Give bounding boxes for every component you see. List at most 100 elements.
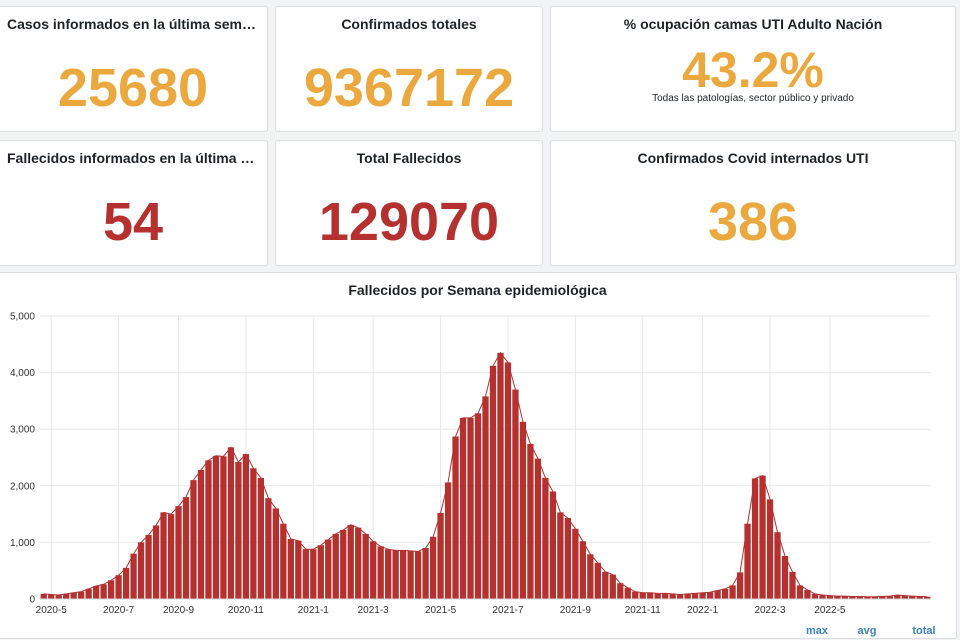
stat-panel-deaths-week: Fallecidos informados en la última se...… — [0, 140, 268, 266]
bar — [227, 447, 235, 599]
bar — [130, 553, 137, 599]
bar — [714, 590, 721, 599]
series-line — [43, 351, 928, 598]
bar — [190, 480, 197, 599]
bar — [534, 458, 542, 599]
legend-link-avg[interactable]: avg — [858, 625, 877, 637]
x-tick-label: 2021-9 — [560, 605, 592, 616]
stat-value: 9367172 — [303, 58, 515, 118]
bar — [377, 546, 384, 599]
bar — [272, 508, 279, 599]
legend-link-max[interactable]: max — [806, 625, 829, 637]
legend-link-total[interactable]: total — [912, 625, 935, 637]
bar — [242, 454, 250, 599]
bar — [557, 512, 564, 599]
bar — [916, 596, 923, 599]
bar — [414, 551, 422, 599]
stat-panel-uti-occupancy: % ocupación camas UTI Adulto Nación 43.2… — [550, 6, 956, 132]
bar — [864, 596, 871, 599]
bar — [489, 365, 497, 599]
bar — [901, 595, 908, 599]
y-tick-label: 3,000 — [10, 425, 35, 436]
panel-title: Confirmados Covid internados UTI — [637, 150, 869, 166]
bar — [519, 421, 527, 599]
bar — [699, 592, 706, 599]
bar — [804, 589, 811, 599]
bar — [587, 554, 594, 599]
bar — [504, 362, 512, 599]
stat-panel-cases-week: Casos informados en la última semana 256… — [0, 6, 268, 132]
bar — [849, 596, 856, 599]
bar — [572, 528, 579, 599]
bar — [250, 468, 257, 599]
bar — [302, 549, 309, 599]
bar — [706, 592, 714, 599]
panel-title: Total Fallecidos — [356, 150, 462, 166]
bar — [137, 542, 145, 599]
bar — [639, 592, 646, 599]
bar — [759, 475, 766, 599]
bar — [871, 596, 878, 599]
panel-title: Confirmados totales — [341, 16, 477, 32]
stat-panel-uti-covid: Confirmados Covid internados UTI 386 — [550, 140, 956, 266]
bar — [122, 567, 130, 599]
bar — [399, 550, 407, 599]
bar — [100, 584, 107, 599]
bar — [265, 498, 272, 599]
y-tick-label: 5,000 — [10, 312, 35, 323]
bar — [909, 596, 916, 599]
bar — [48, 594, 55, 599]
bar — [115, 575, 122, 599]
bar — [796, 585, 804, 599]
x-tick-label: 2021-1 — [298, 605, 330, 616]
chart-panel-deaths-weekly: Fallecidos por Semana epidemiológica 0 1,… — [0, 272, 957, 639]
bar — [721, 588, 729, 599]
bar — [85, 588, 92, 599]
bar — [654, 593, 661, 599]
bar — [287, 539, 294, 599]
bar — [220, 456, 227, 599]
bar — [744, 523, 751, 599]
bar — [632, 591, 639, 599]
bar — [422, 548, 429, 599]
bar — [340, 529, 347, 599]
bar — [549, 491, 557, 599]
bar — [662, 593, 669, 599]
bar — [617, 583, 624, 599]
bar — [429, 536, 437, 599]
bar — [924, 596, 931, 599]
x-tick-label: 2020-11 — [228, 605, 264, 616]
deaths-bar-chart: 0 1,000 2,000 3,000 4,000 5,000 2020-5 2020-7 20… — [10, 312, 936, 638]
y-tick-label: 1,000 — [10, 538, 35, 549]
stat-panel-deaths-total: Total Fallecidos 129070 — [275, 140, 543, 266]
bar — [669, 593, 676, 599]
bar — [527, 443, 534, 599]
bar — [310, 549, 317, 599]
bar — [692, 593, 699, 599]
bar — [647, 592, 654, 599]
bar — [385, 549, 392, 599]
stat-value: 43.2% — [682, 42, 824, 98]
bar — [886, 596, 893, 599]
bar — [826, 595, 834, 599]
bar — [205, 460, 212, 599]
bar — [894, 595, 901, 599]
bar — [789, 571, 796, 599]
stat-value: 25680 — [57, 58, 209, 118]
bar — [811, 593, 819, 599]
bar — [40, 593, 47, 599]
bar — [212, 455, 220, 599]
bar — [175, 506, 182, 599]
stat-value: 54 — [102, 192, 164, 252]
bar — [467, 417, 474, 599]
x-tick-label: 2021-3 — [358, 605, 390, 616]
bar — [856, 596, 864, 599]
bar — [347, 524, 354, 599]
bar — [70, 592, 77, 599]
bar — [437, 512, 444, 599]
y-tick-label: 4,000 — [10, 368, 35, 379]
stat-panel-confirmed-total: Confirmados totales 9367172 — [275, 6, 543, 132]
bar — [197, 469, 205, 599]
bar — [107, 580, 115, 599]
bar — [879, 596, 886, 599]
